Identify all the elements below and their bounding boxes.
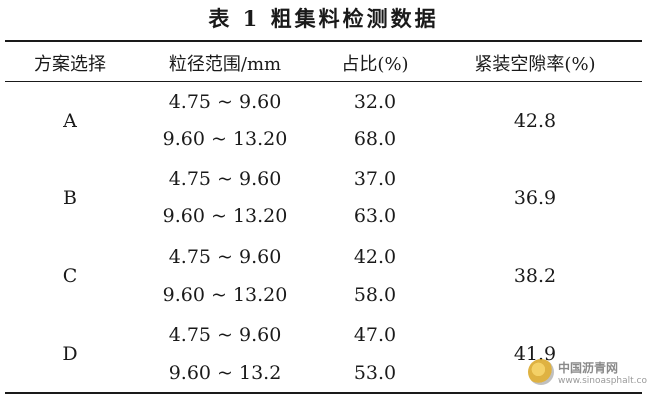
header-ratio: 占比(%) (341, 54, 409, 75)
header-scheme: 方案选择 (34, 54, 106, 75)
watermark-url: www.sinoasphalt.com (558, 376, 647, 386)
sinoasphalt-logo-icon (528, 359, 554, 385)
scheme-label: C (62, 265, 78, 287)
ratio-cell: 53.0 (353, 362, 397, 384)
size-range-cell: 9.60 ~ 13.2 (168, 362, 282, 384)
size-range-cell: 9.60 ~ 13.20 (162, 205, 288, 227)
scheme-label: A (63, 110, 77, 132)
bottom-rule (5, 392, 642, 394)
ratio-cell: 37.0 (353, 168, 397, 190)
ratio-cell: 42.0 (353, 246, 397, 268)
watermark: 中国沥青网 www.sinoasphalt.com (528, 355, 647, 395)
scheme-label: D (62, 343, 78, 365)
watermark-name: 中国沥青网 (558, 361, 619, 375)
ratio-cell: 68.0 (353, 128, 397, 150)
size-range-cell: 4.75 ~ 9.60 (168, 91, 282, 113)
ratio-cell: 63.0 (353, 205, 397, 227)
ratio-cell: 47.0 (353, 324, 397, 346)
size-range-cell: 4.75 ~ 9.60 (168, 168, 282, 190)
size-range-cell: 4.75 ~ 9.60 (168, 324, 282, 346)
ratio-cell: 32.0 (353, 91, 397, 113)
size-range-cell: 9.60 ~ 13.20 (162, 128, 288, 150)
top-rule (5, 40, 642, 42)
scheme-label: B (63, 187, 77, 209)
size-range-cell: 4.75 ~ 9.60 (168, 246, 282, 268)
size-range-cell: 9.60 ~ 13.20 (162, 284, 288, 306)
void-ratio-cell: 38.2 (513, 265, 557, 287)
void-ratio-cell: 42.8 (513, 110, 557, 132)
ratio-cell: 58.0 (353, 284, 397, 306)
table-title: 表 1 粗集料检测数据 (208, 6, 439, 31)
header-size-range: 粒径范围/mm (168, 54, 282, 75)
header-rule (5, 81, 642, 82)
header-void-ratio: 紧装空隙率(%) (474, 54, 596, 75)
void-ratio-cell: 36.9 (513, 187, 557, 209)
